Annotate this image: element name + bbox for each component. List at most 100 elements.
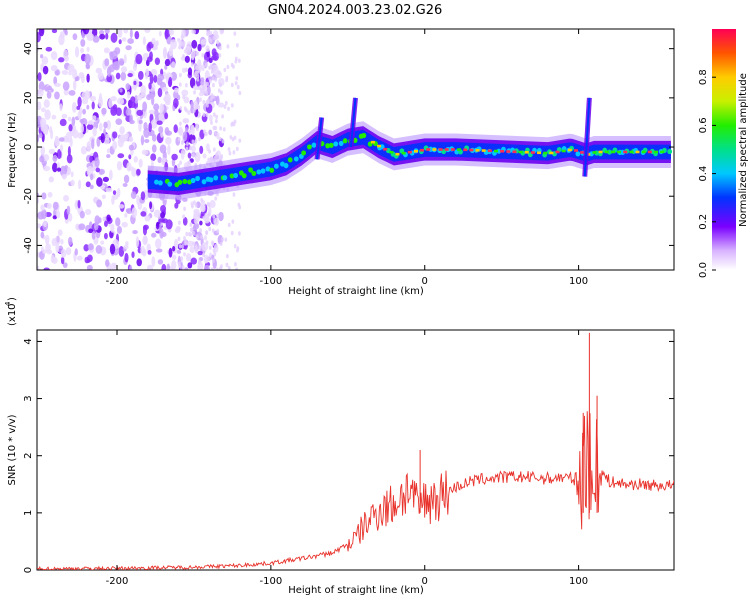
noise-point [194,244,198,254]
noise-point [112,190,117,196]
noise-point [105,187,113,193]
ridge-cell [293,156,299,162]
noise-point [215,95,220,106]
noise-point [37,196,40,204]
noise-point [191,139,195,144]
noise-point [43,267,50,270]
noise-point [216,213,220,219]
snr-y-scale-close: ) [7,297,18,301]
colorbar-tick-label: 0.8 [698,69,709,85]
noise-point [191,153,195,158]
noise-point [59,165,67,177]
ridge-cell [269,167,275,173]
noise-point [227,106,230,111]
noise-point [67,212,73,222]
noise-point [151,256,156,267]
noise-point [219,155,223,161]
noise-point [128,136,134,143]
noise-point [106,74,113,83]
noise-point [186,141,189,146]
noise-point [237,58,241,63]
noise-point [86,73,90,83]
noise-point [37,101,42,111]
x-tick-label: 0 [422,576,428,587]
noise-point [205,240,209,245]
noise-point [229,135,233,140]
noise-point [183,118,189,123]
noise-point [196,73,200,79]
noise-point [212,248,216,253]
noise-point [67,116,72,122]
noise-point [178,40,183,47]
noise-point [146,43,152,52]
noise-point [79,210,85,219]
noise-point [82,29,90,35]
noise-point [132,63,137,72]
noise-point [50,64,58,72]
ridge-cell [280,161,285,167]
noise-point [53,76,58,85]
noise-point [173,98,179,108]
ridge-core [653,150,658,154]
ridge-cell [248,167,253,173]
noise-point [218,211,224,222]
ridge-core [401,151,406,155]
ridge-cell [167,181,173,187]
noise-point [140,93,146,98]
noise-point [179,105,183,111]
noise-point [160,211,166,219]
noise-point [46,249,53,255]
noise-point [60,238,64,245]
noise-point [124,252,129,263]
noise-point [123,29,129,34]
noise-point [199,145,204,155]
noise-point [202,153,207,159]
noise-point [50,51,58,61]
noise-point [155,238,162,249]
noise-point [177,137,181,142]
noise-point [86,124,94,131]
ridge-spike-core [583,97,591,177]
noise-point [122,182,128,188]
noise-point [149,73,154,85]
noise-point [220,29,224,34]
noise-point [112,131,118,139]
ridge-core [370,140,375,144]
noise-point [110,32,118,43]
noise-point [133,80,137,86]
noise-point [115,72,121,80]
noise-point [80,47,84,54]
noise-point [214,77,218,82]
ridge-core [623,150,628,154]
noise-point [110,106,117,117]
noise-point [191,204,194,209]
noise-point [43,99,50,108]
noise-point [232,192,236,197]
noise-point [117,97,124,105]
noise-point [208,129,213,136]
noise-point [213,158,217,163]
noise-point [157,87,163,98]
noise-point [193,210,199,219]
noise-point [209,31,213,36]
noise-point [111,195,115,205]
noise-point [78,179,82,190]
snr-marks [37,332,674,570]
ridge-core [549,151,554,155]
noise-point [119,126,125,135]
noise-point [208,245,212,250]
noise-point [65,247,72,256]
noise-point [91,230,96,240]
noise-point [88,120,92,125]
noise-point [164,127,170,136]
noise-point [71,116,76,126]
noise-point [183,206,186,212]
noise-point [80,146,87,155]
noise-point [40,209,47,220]
noise-point [177,236,181,242]
noise-point [231,137,235,142]
spectral-ridge [147,97,673,200]
noise-point [233,119,237,124]
noise-point [238,231,241,236]
noise-point [195,104,198,109]
